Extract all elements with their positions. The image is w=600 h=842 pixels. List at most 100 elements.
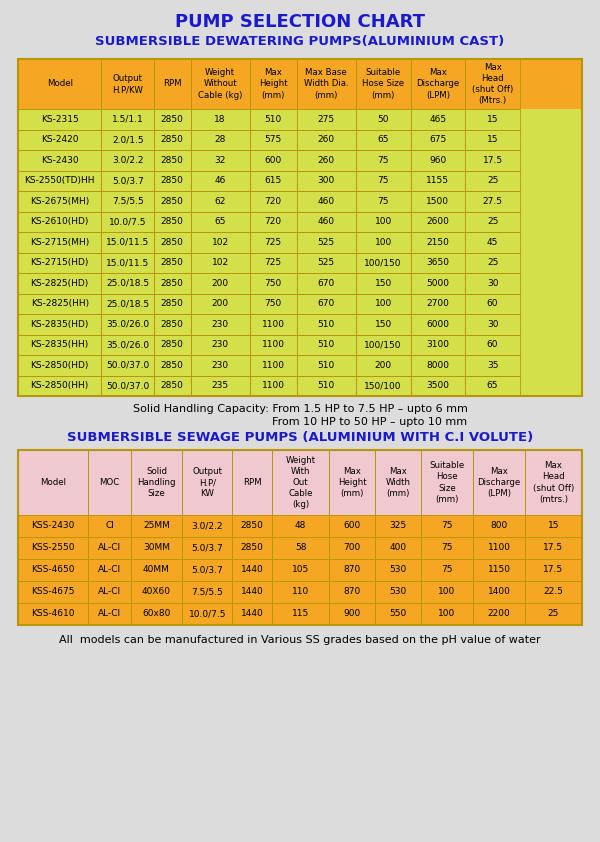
- Text: Suitable
Hose
Size
(mm): Suitable Hose Size (mm): [430, 461, 464, 504]
- Text: 525: 525: [317, 237, 335, 247]
- Bar: [250, 253, 296, 273]
- Text: 510: 510: [265, 115, 282, 124]
- Bar: [101, 355, 154, 376]
- Text: 110: 110: [292, 588, 309, 596]
- Text: Max
Discharge
(LPM): Max Discharge (LPM): [478, 467, 521, 498]
- Text: 550: 550: [389, 610, 407, 619]
- Text: 2850: 2850: [161, 320, 184, 328]
- Bar: [18, 150, 582, 170]
- Bar: [18, 537, 88, 559]
- Bar: [18, 294, 582, 314]
- Bar: [191, 334, 250, 355]
- Text: Max
Head
(shut Off)
(mtrs.): Max Head (shut Off) (mtrs.): [533, 461, 574, 504]
- Text: 460: 460: [317, 217, 335, 226]
- Bar: [465, 170, 520, 191]
- Text: 2150: 2150: [427, 237, 449, 247]
- Bar: [250, 150, 296, 170]
- Text: KS-2550(TD)HH: KS-2550(TD)HH: [25, 176, 95, 185]
- Bar: [525, 559, 582, 581]
- Text: 510: 510: [317, 340, 335, 349]
- Text: 75: 75: [377, 197, 389, 205]
- Text: 28: 28: [215, 136, 226, 144]
- Bar: [465, 376, 520, 396]
- Text: 2850: 2850: [161, 340, 184, 349]
- Text: 2850: 2850: [161, 197, 184, 205]
- Bar: [154, 376, 191, 396]
- Bar: [191, 232, 250, 253]
- Text: 3500: 3500: [427, 381, 449, 390]
- Bar: [296, 314, 356, 334]
- Text: Max Base
Width Dia.
(mm): Max Base Width Dia. (mm): [304, 68, 349, 99]
- Bar: [191, 376, 250, 396]
- Bar: [356, 314, 410, 334]
- Bar: [18, 334, 582, 355]
- Bar: [88, 450, 131, 515]
- Bar: [465, 130, 520, 150]
- Text: 100/150: 100/150: [364, 258, 402, 267]
- Bar: [154, 334, 191, 355]
- Bar: [182, 603, 232, 625]
- Text: Weight
Without
Cable (kg): Weight Without Cable (kg): [198, 68, 242, 99]
- Text: 230: 230: [212, 360, 229, 370]
- Text: 2850: 2850: [241, 543, 263, 552]
- Bar: [329, 581, 375, 603]
- Bar: [101, 232, 154, 253]
- Bar: [232, 581, 272, 603]
- Bar: [356, 355, 410, 376]
- Text: 48: 48: [295, 521, 307, 530]
- Text: 1440: 1440: [241, 610, 263, 619]
- Bar: [131, 515, 182, 537]
- Text: 1.5/1.1: 1.5/1.1: [112, 115, 143, 124]
- Bar: [18, 314, 101, 334]
- Text: 960: 960: [429, 156, 446, 165]
- Bar: [101, 150, 154, 170]
- Bar: [296, 59, 356, 109]
- Bar: [296, 355, 356, 376]
- Bar: [18, 170, 582, 191]
- Bar: [356, 211, 410, 232]
- Bar: [18, 334, 101, 355]
- Bar: [250, 273, 296, 294]
- Bar: [18, 59, 582, 109]
- Bar: [154, 109, 191, 130]
- Bar: [191, 253, 250, 273]
- Text: KS-2850(HD): KS-2850(HD): [31, 360, 89, 370]
- Bar: [465, 150, 520, 170]
- Text: 1440: 1440: [241, 588, 263, 596]
- Text: 3100: 3100: [427, 340, 449, 349]
- Bar: [473, 537, 525, 559]
- Bar: [191, 191, 250, 211]
- Text: 10.0/7.5: 10.0/7.5: [109, 217, 146, 226]
- Text: SUBMERSIBLE DEWATERING PUMPS(ALUMINIUM CAST): SUBMERSIBLE DEWATERING PUMPS(ALUMINIUM C…: [95, 35, 505, 49]
- Bar: [18, 191, 101, 211]
- Bar: [421, 537, 473, 559]
- Bar: [18, 537, 582, 559]
- Text: 530: 530: [389, 588, 407, 596]
- Text: 65: 65: [377, 136, 389, 144]
- Text: 46: 46: [215, 176, 226, 185]
- Bar: [410, 355, 465, 376]
- Bar: [296, 273, 356, 294]
- Text: 15: 15: [487, 136, 499, 144]
- Text: SUBMERSIBLE SEWAGE PUMPS (ALUMINIUM WITH C.I VOLUTE): SUBMERSIBLE SEWAGE PUMPS (ALUMINIUM WITH…: [67, 431, 533, 445]
- Bar: [18, 130, 101, 150]
- Text: 100: 100: [439, 610, 455, 619]
- Bar: [465, 232, 520, 253]
- Text: 460: 460: [317, 197, 335, 205]
- Text: 800: 800: [490, 521, 508, 530]
- Text: 25.0/18.5: 25.0/18.5: [106, 279, 149, 288]
- Text: 60: 60: [487, 299, 499, 308]
- Text: KS-2835(HH): KS-2835(HH): [31, 340, 89, 349]
- Bar: [375, 603, 421, 625]
- Text: 25: 25: [487, 258, 498, 267]
- Text: 400: 400: [389, 543, 407, 552]
- Bar: [18, 515, 88, 537]
- Bar: [421, 450, 473, 515]
- Bar: [465, 109, 520, 130]
- Text: 50.0/37.0: 50.0/37.0: [106, 381, 149, 390]
- Text: 300: 300: [317, 176, 335, 185]
- Bar: [154, 253, 191, 273]
- Bar: [18, 273, 101, 294]
- Bar: [191, 273, 250, 294]
- Text: 1150: 1150: [487, 566, 511, 574]
